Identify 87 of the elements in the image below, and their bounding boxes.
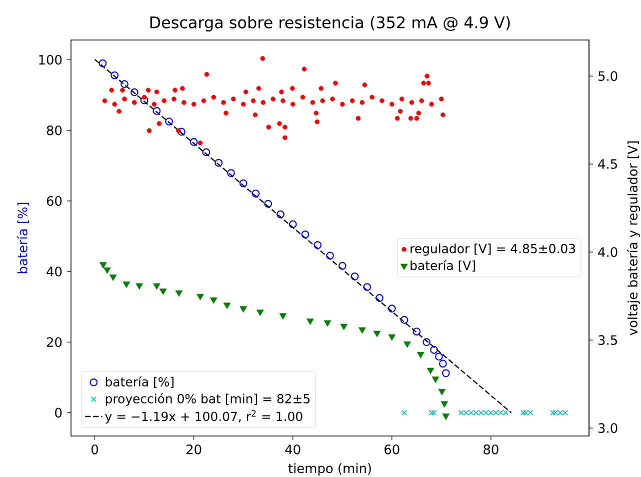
point [340,324,348,330]
point [122,282,130,288]
point [240,306,247,313]
point [440,401,448,408]
point [363,283,372,292]
point [430,346,438,354]
point [426,368,434,374]
point [326,252,334,260]
point [130,88,138,96]
point [239,179,248,188]
x-tick-label: 20 [186,444,202,454]
y-tick-label: 100 [39,54,62,65]
point [175,290,183,297]
point [401,410,408,416]
point [196,294,204,300]
y-tick-label: 60 [46,196,62,206]
point [256,310,264,316]
point [301,230,310,238]
point [109,274,117,281]
y-tick-label: 80 [46,125,62,136]
point [404,341,411,348]
x-tick-label: 0 [92,444,98,454]
point [140,96,148,104]
y-tick-label: 20 [46,337,62,348]
y2-tick-label: 3.5 [598,335,617,345]
point [227,169,235,178]
legend-label: batería [%] [106,376,174,388]
point [136,283,144,290]
point [350,272,359,280]
legend-label: y = −1.19x + 100.07, r$^{2}$ = 1.00 [105,410,302,424]
point [190,138,198,146]
point [210,297,218,304]
legend-label: batería [V] [410,260,475,272]
point [442,414,450,420]
point [435,352,443,361]
y2-tick-label: 5.0 [598,71,618,81]
point [264,200,272,208]
point [428,410,434,416]
point [103,267,111,274]
y2-tick-label: 4.0 [598,247,618,257]
y-tick-label: 0 [55,408,62,418]
point [306,318,314,325]
x-tick-label: 60 [384,444,400,454]
x-axis-title: tiempo (min) [288,463,371,476]
point [279,313,287,320]
point [165,118,174,126]
y-tick-label: 40 [46,266,62,276]
point [214,158,223,167]
point [388,334,396,341]
point [252,190,260,198]
point [412,328,421,336]
x-tick-label: 80 [484,444,498,454]
point [288,220,297,228]
point [276,210,284,218]
y-axis-title: batería [%] [16,202,29,274]
point [159,288,167,295]
y2-tick-label: 4.5 [598,159,617,169]
point [338,262,346,270]
point [438,360,447,368]
point [98,59,107,68]
point [153,283,160,290]
point [388,304,396,313]
point [373,330,381,338]
point [120,80,128,88]
y2-axis-title: voltaje batería y regulador [V] [626,141,640,336]
point [431,410,437,416]
point [152,106,161,115]
point [438,388,446,396]
point [177,128,186,136]
point [324,320,332,327]
point [110,71,119,80]
x-tick-label: 40 [285,444,300,454]
point [358,327,366,334]
point [376,294,384,302]
point [432,376,440,383]
point [314,241,322,250]
point [442,369,450,378]
point [416,352,424,358]
point [223,302,231,310]
point [400,316,408,324]
y2-tick-label: 3.0 [598,423,618,433]
point [422,338,431,346]
point [202,148,210,156]
chart-title: Descarga sobre resistencia (352 mA @ 4.9 V) [150,16,510,32]
legend-label: regulador [V] = 4.85±0.03 [410,244,576,256]
point [100,262,107,269]
legend-label: proyección 0% bat [min] = 82±5 [106,393,310,406]
